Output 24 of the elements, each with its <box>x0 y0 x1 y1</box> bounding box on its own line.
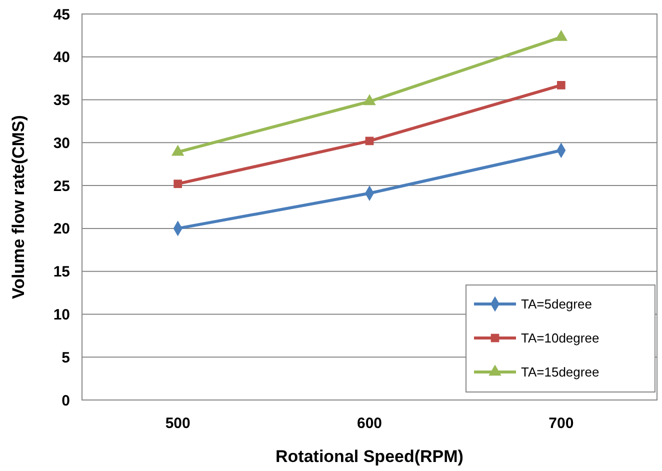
x-tick-label: 500 <box>165 415 190 432</box>
y-tick-label: 15 <box>53 264 70 281</box>
y-tick-label: 10 <box>53 306 70 324</box>
x-tick-label: 600 <box>356 415 382 432</box>
point <box>554 30 568 41</box>
y-tick-label: 35 <box>53 92 70 110</box>
point <box>363 94 376 106</box>
y-tick-label: 25 <box>53 178 70 195</box>
point <box>171 144 184 156</box>
y-tick-label: 5 <box>62 349 70 366</box>
y-tick-label: 20 <box>53 220 70 238</box>
x-tick-label: 700 <box>548 415 574 432</box>
point <box>174 180 182 188</box>
y-tick-label: 40 <box>53 49 70 66</box>
y-tick-label: 45 <box>53 6 70 24</box>
y-axis-title: Volume flow rate(CMS) <box>9 115 28 299</box>
point <box>556 81 566 90</box>
legend-label: TA=15degree <box>521 364 600 380</box>
y-tick-label: 0 <box>62 392 70 410</box>
point <box>365 136 374 146</box>
y-tick-label: 30 <box>53 134 70 152</box>
legend-label: TA=10degree <box>521 330 600 346</box>
x-axis-title: Rotational Speed(RPM) <box>276 447 464 466</box>
legend-label: TA=5degree <box>521 296 592 312</box>
